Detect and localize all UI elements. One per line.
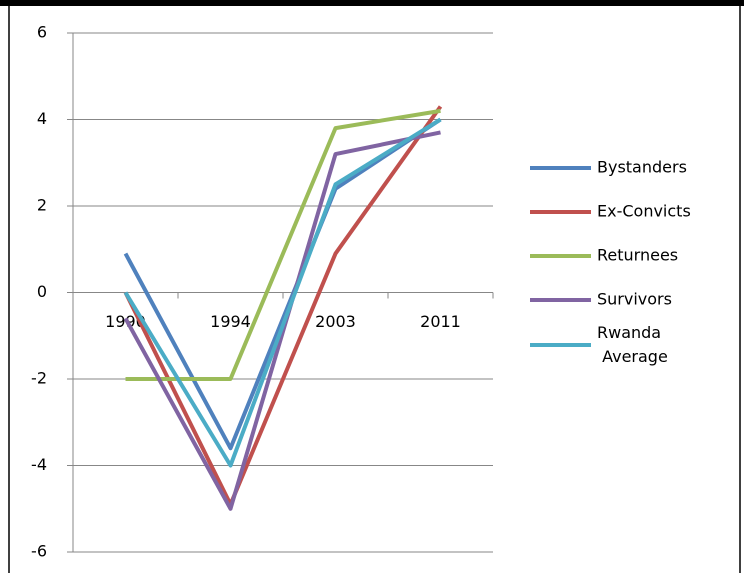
legend-label: Survivors [597, 290, 672, 309]
y-tick-label: -4 [31, 455, 47, 474]
y-tick-label: -6 [31, 542, 47, 561]
legend-label: Bystanders [597, 158, 687, 177]
series-line [123, 105, 443, 507]
legend-label: Returnees [597, 246, 678, 265]
series-line [123, 117, 442, 468]
x-tick-label: 1994 [210, 312, 251, 331]
legend-label: Ex-Convicts [597, 202, 691, 221]
y-tick-label: 6 [37, 23, 47, 42]
x-tick-label: 2011 [420, 312, 461, 331]
y-tick-label: 2 [37, 196, 47, 215]
series-line [123, 130, 441, 511]
top-border [0, 0, 744, 6]
y-tick-label: 0 [37, 282, 47, 301]
y-tick-label: 4 [37, 109, 47, 128]
series-line [123, 117, 442, 451]
legend-label: Rwanda Average [597, 323, 668, 366]
y-tick-label: -2 [31, 369, 47, 388]
x-tick-label: 2003 [315, 312, 356, 331]
